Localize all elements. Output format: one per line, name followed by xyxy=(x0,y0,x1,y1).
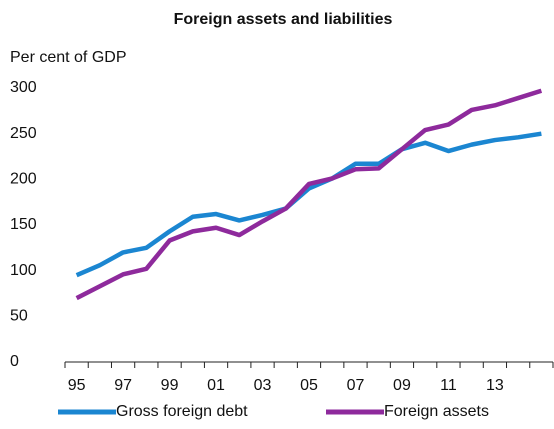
legend-label: Foreign assets xyxy=(384,403,489,420)
y-axis-label: Per cent of GDP xyxy=(10,49,127,66)
legend-label: Gross foreign debt xyxy=(116,403,248,420)
x-tick-label: 13 xyxy=(486,377,504,394)
x-tick-label: 03 xyxy=(254,377,272,394)
x-tick-label: 99 xyxy=(161,377,179,394)
chart-title: Foreign assets and liabilities xyxy=(174,11,393,28)
y-tick-label: 200 xyxy=(10,171,37,188)
x-tick-label: 07 xyxy=(347,377,365,394)
x-tick-label: 05 xyxy=(300,377,318,394)
y-tick-label: 100 xyxy=(10,262,37,279)
y-tick-label: 0 xyxy=(10,353,19,370)
x-tick-label: 11 xyxy=(440,377,457,394)
x-tick-label: 01 xyxy=(207,377,225,394)
y-tick-label: 150 xyxy=(10,216,37,233)
x-tick-label: 95 xyxy=(68,377,86,394)
y-tick-label: 300 xyxy=(10,79,37,96)
x-tick-label: 09 xyxy=(393,377,411,394)
x-tick-label: 97 xyxy=(114,377,132,394)
series-line xyxy=(75,88,543,301)
y-tick-label: 250 xyxy=(10,125,37,142)
series-line xyxy=(75,131,542,278)
y-tick-label: 50 xyxy=(10,308,28,325)
